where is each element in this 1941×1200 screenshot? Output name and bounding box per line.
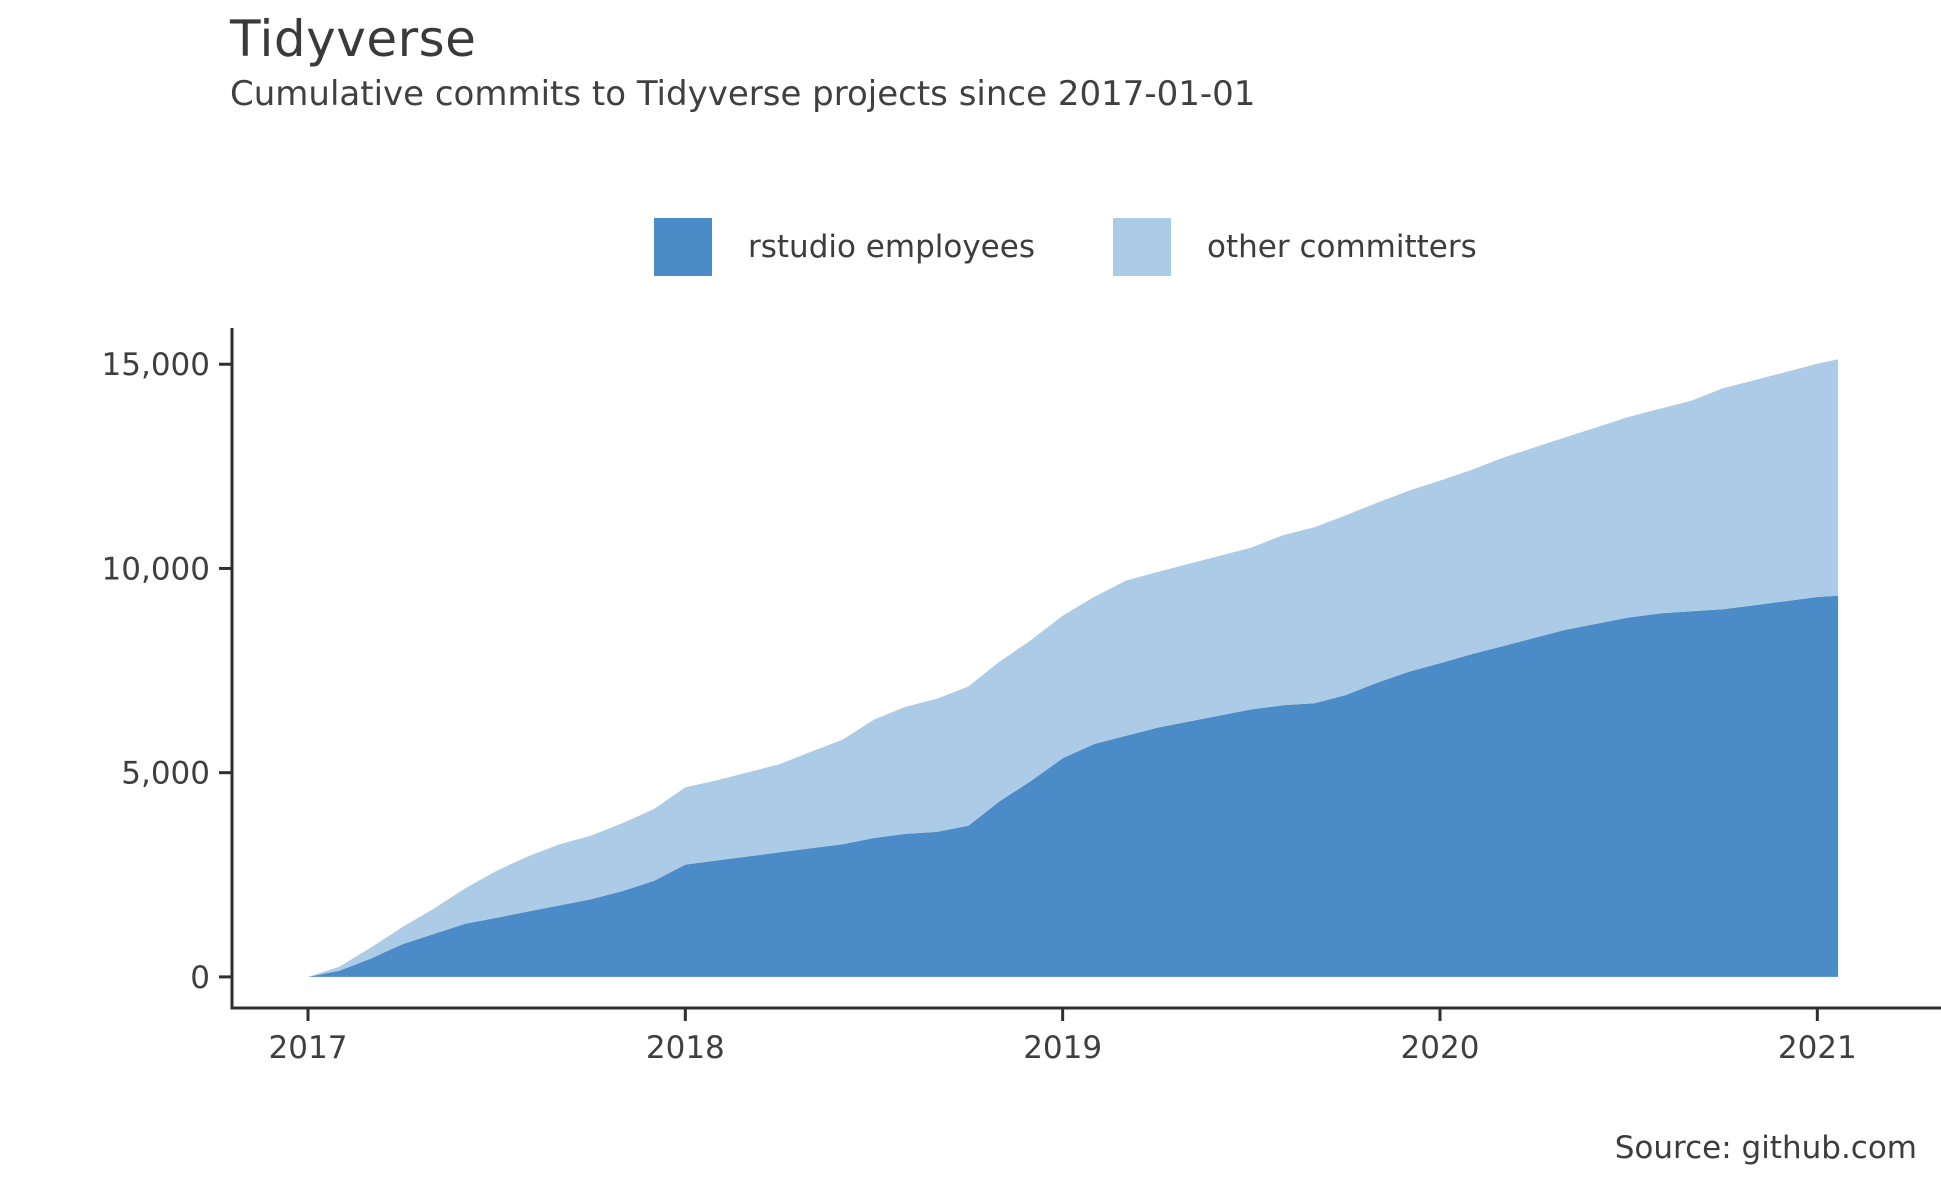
legend-swatch-rstudio-employees bbox=[654, 218, 712, 276]
x-axis-tick-label: 2018 bbox=[646, 1030, 725, 1066]
chart-subtitle: Cumulative commits to Tidyverse projects… bbox=[230, 74, 1256, 114]
legend-label-other-committers: other committers bbox=[1207, 229, 1477, 265]
area-series-1 bbox=[308, 359, 1839, 977]
legend-swatch-other-committers bbox=[1113, 218, 1171, 276]
x-axis-tick-label: 2020 bbox=[1401, 1030, 1480, 1066]
x-axis-tick-label: 2019 bbox=[1023, 1030, 1102, 1066]
source-attribution: Source: github.com bbox=[1614, 1130, 1917, 1166]
x-axis-tick-label: 2017 bbox=[269, 1030, 348, 1066]
legend-label-rstudio-employees: rstudio employees bbox=[748, 229, 1035, 265]
y-axis-tick-label: 10,000 bbox=[102, 551, 210, 587]
area-series-0 bbox=[308, 595, 1839, 977]
page-title: Tidyverse bbox=[230, 10, 477, 68]
y-axis-tick-label: 15,000 bbox=[102, 347, 210, 383]
y-axis-tick-label: 0 bbox=[190, 960, 210, 996]
y-axis-tick-label: 5,000 bbox=[121, 756, 210, 792]
x-axis-tick-label: 2021 bbox=[1778, 1030, 1857, 1066]
